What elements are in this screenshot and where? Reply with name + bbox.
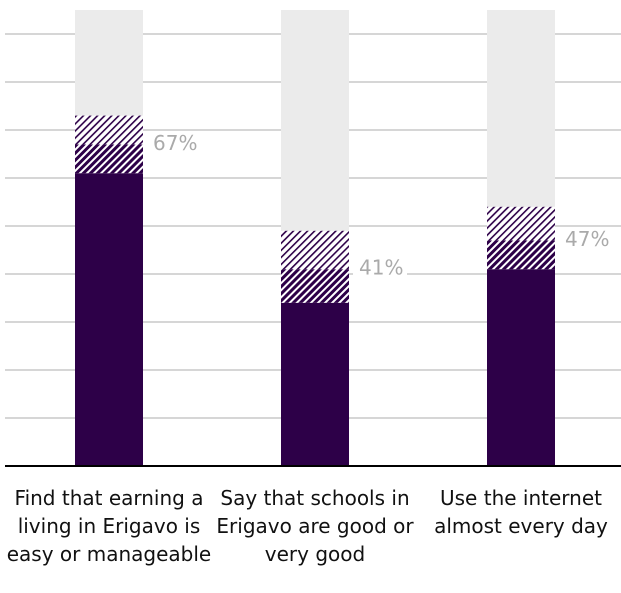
bar-segment bbox=[75, 173, 143, 466]
category-label: Use the internet almost every day bbox=[434, 486, 608, 538]
bar-segment bbox=[487, 240, 555, 270]
bar-segment bbox=[487, 206, 555, 241]
label-bg bbox=[559, 228, 613, 253]
category-label: Say that schools in Erigavo are good or … bbox=[216, 486, 414, 566]
value-label: 41% bbox=[359, 256, 403, 280]
bar-segment bbox=[75, 144, 143, 174]
value-label: 67% bbox=[153, 131, 197, 155]
value-label: 47% bbox=[565, 227, 609, 251]
bar-segment bbox=[281, 230, 349, 270]
label-bg bbox=[147, 132, 201, 157]
category-label: Find that earning a living in Erigavo is… bbox=[6, 486, 212, 566]
bar-segment bbox=[75, 115, 143, 145]
bar-segment bbox=[281, 302, 349, 466]
bar-segment bbox=[487, 269, 555, 466]
label-bg bbox=[353, 257, 407, 282]
bar-segment bbox=[281, 269, 349, 303]
